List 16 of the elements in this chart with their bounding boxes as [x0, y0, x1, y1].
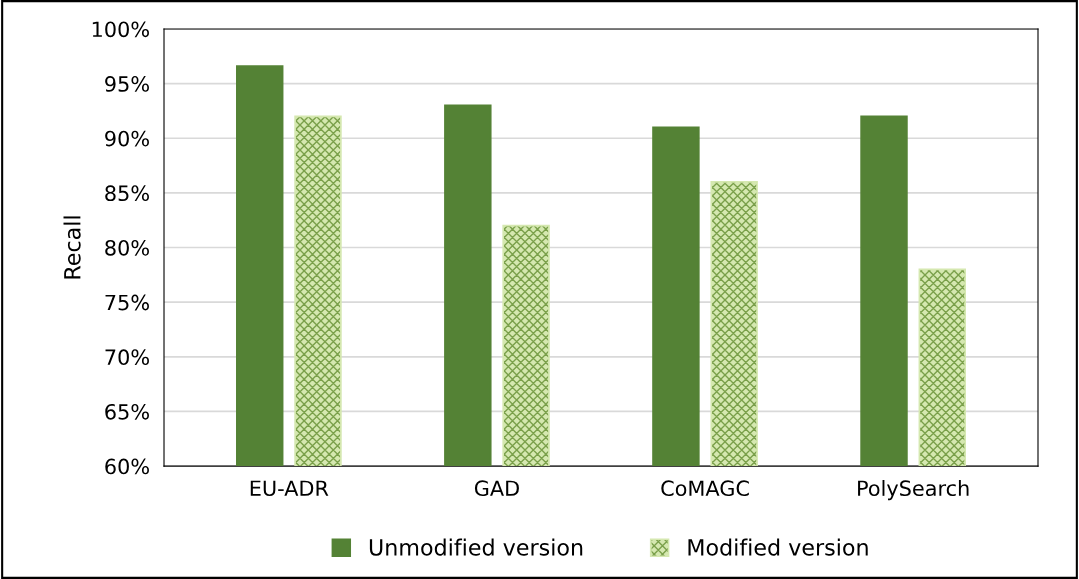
y-tick-label: 60% [105, 458, 149, 475]
legend-label: Unmodified version [369, 538, 583, 556]
y-tick-label: 85% [105, 185, 149, 202]
y-tick-label: 75% [105, 294, 149, 311]
x-tick-label: CoMAGC [661, 480, 749, 497]
y-tick-label: 90% [105, 130, 149, 147]
x-tick-label: GAD [474, 480, 519, 497]
x-tick-label: EU-ADR [250, 480, 329, 497]
y-axis-title: Recall [63, 216, 81, 279]
y-tick-label: 70% [105, 349, 149, 366]
y-tick-label: 65% [105, 403, 149, 420]
legend-label: Modified version [688, 538, 868, 556]
y-tick-label: 95% [105, 76, 149, 92]
x-tick-label: PolySearch [858, 479, 969, 501]
y-tick-label: 100% [92, 21, 149, 38]
y-tick-label: 80% [105, 239, 149, 256]
